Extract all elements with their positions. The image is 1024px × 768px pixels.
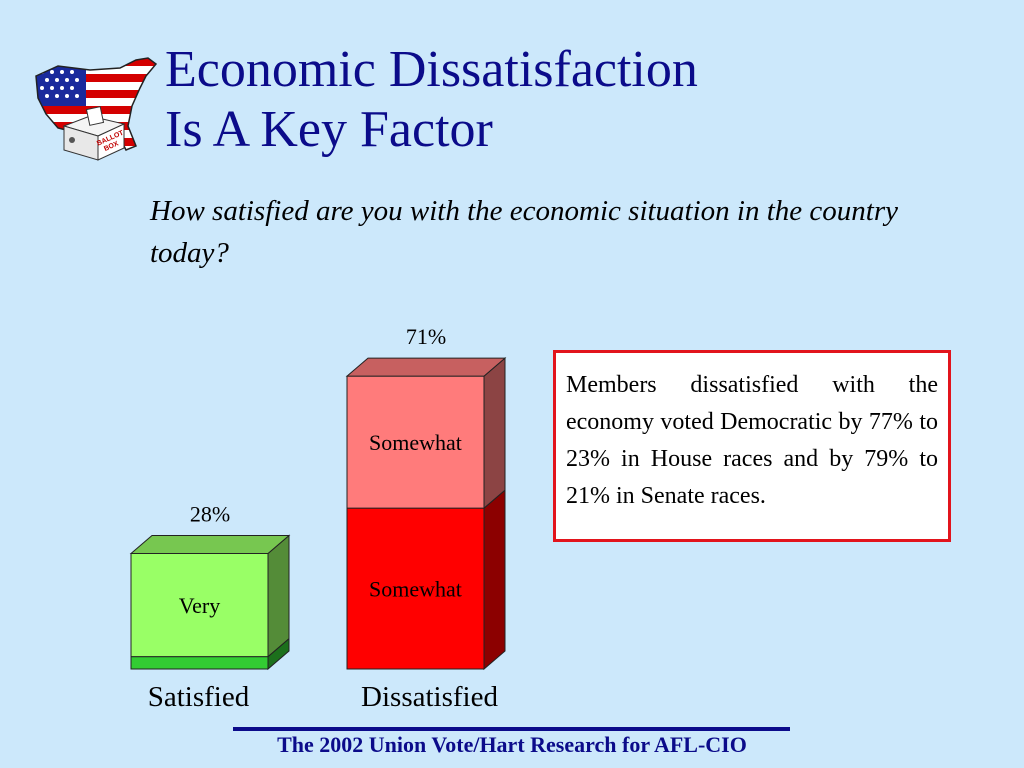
bar-side-dissatisfied-very bbox=[483, 489, 506, 671]
callout-box: Members dissatisfied with the economy vo… bbox=[553, 350, 951, 542]
bar-front-dissatisfied-somewhat bbox=[346, 375, 485, 509]
total-label-satisfied: 28% bbox=[190, 502, 230, 527]
bar-front-satisfied-somewhat bbox=[130, 553, 269, 658]
survey-question: How satisfied are you with the economic … bbox=[150, 195, 898, 269]
bar-side-dissatisfied-somewhat bbox=[483, 357, 506, 510]
footer-divider bbox=[233, 727, 790, 731]
bar-front-dissatisfied-very bbox=[346, 507, 485, 670]
category-label-satisfied: Satisfied bbox=[148, 681, 250, 713]
slide-title-line-1: Economic Dissatisfaction bbox=[165, 41, 698, 98]
segment-label-satisfied-somewhat: Very bbox=[179, 593, 221, 618]
segment-label-dissatisfied-somewhat: Somewhat bbox=[369, 430, 462, 455]
segment-label-dissatisfied-very: Somewhat bbox=[369, 577, 462, 602]
slide-title: Economic Dissatisfaction Is A Key Factor bbox=[165, 40, 698, 160]
bar-top-satisfied bbox=[129, 535, 291, 554]
flag-map-ballot-box-logo: BALLOT BOX bbox=[28, 48, 160, 166]
bar-side-satisfied-somewhat bbox=[267, 534, 290, 658]
category-label-dissatisfied: Dissatisfied bbox=[361, 681, 498, 713]
total-label-dissatisfied: 71% bbox=[406, 324, 446, 349]
bar-top-dissatisfied bbox=[345, 357, 507, 377]
slide-title-line-2: Is A Key Factor bbox=[165, 101, 493, 158]
bar-front-satisfied-very bbox=[130, 656, 269, 670]
source-footer: The 2002 Union Vote/Hart Research for AF… bbox=[277, 732, 747, 757]
